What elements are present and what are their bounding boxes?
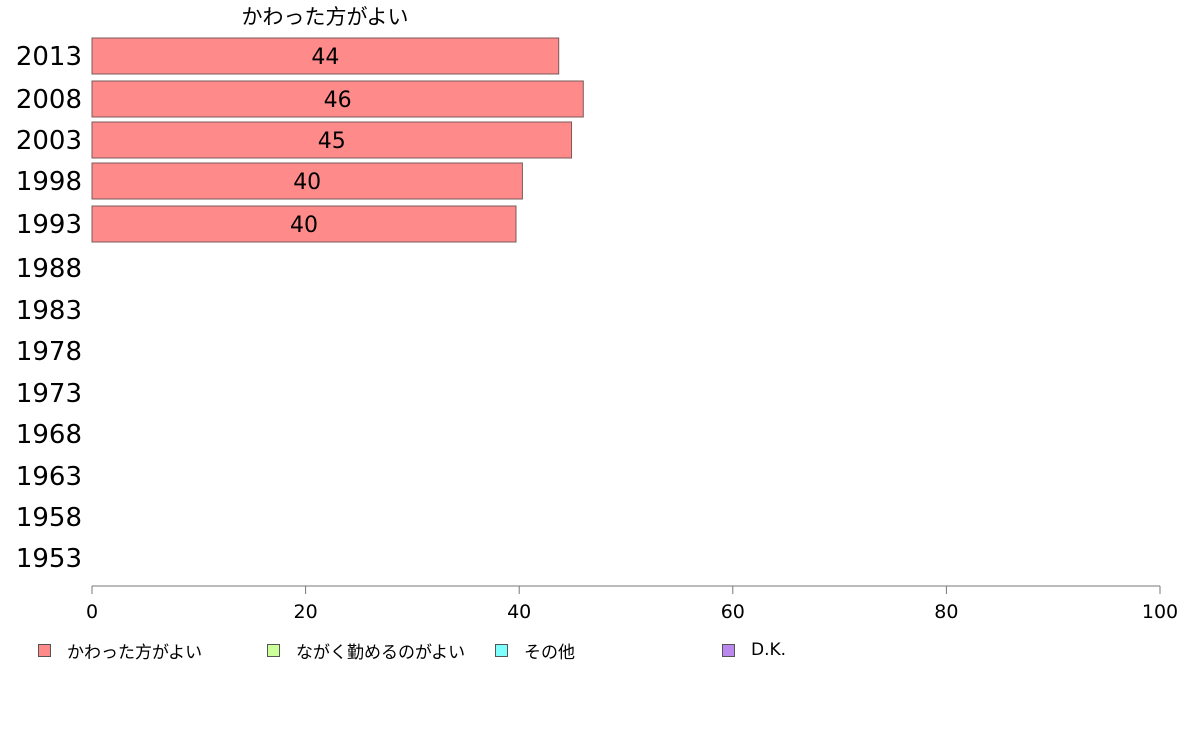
category-label: 1988: [16, 254, 82, 284]
legend-item-nagaku: ながく勤めるのがよい: [267, 638, 466, 663]
category-label: 1983: [16, 296, 82, 326]
bar-value-label: 40: [290, 213, 318, 238]
bar-value-label: 46: [324, 88, 352, 113]
category-label: 2003: [16, 126, 82, 156]
x-tick-label: 0: [86, 601, 98, 623]
bar: [91, 37, 560, 75]
category-label: 1958: [16, 503, 82, 533]
bar: [91, 205, 517, 243]
legend-swatch-nagaku: [267, 643, 280, 657]
legend-label-nagaku: ながく勤めるのがよい: [296, 642, 466, 663]
category-labels: 2013 2008 2003 1998 1993 1988 1983 1978 1973 1968…: [16, 42, 82, 574]
x-axis: 0 20 40 60 80 100: [86, 585, 1178, 623]
bar: [91, 162, 523, 200]
legend-swatch-sonota: [495, 643, 508, 657]
category-label: 1968: [16, 420, 82, 450]
x-tick-label: 60: [721, 601, 745, 623]
bar-chart: かわった方がよい 2013 2008 2003 1998 1993 1988 1983 197…: [16, 5, 1178, 623]
bar-value-label: 40: [293, 170, 321, 195]
bar: [91, 80, 584, 118]
legend-label-dk: D.K.: [751, 640, 787, 660]
legend-swatch-kawatta: [38, 643, 51, 657]
bar: [91, 121, 573, 159]
legend-swatch-dk: [722, 643, 735, 657]
bar-value-label: 45: [318, 129, 346, 154]
legend: かわった方がよい ながく勤めるのがよい その他 D.K.: [38, 638, 1138, 664]
x-tick-label: 80: [934, 601, 958, 623]
legend-label-sonota: その他: [524, 642, 575, 663]
category-label: 1953: [16, 544, 82, 574]
category-label: 1993: [16, 210, 82, 240]
x-tick-label: 40: [507, 601, 531, 623]
category-label: 2013: [16, 42, 82, 72]
bars: 44 46 45 40 40: [91, 37, 584, 243]
x-tick-label: 100: [1142, 601, 1178, 623]
x-tick-label: 20: [294, 601, 318, 623]
category-label: 1978: [16, 337, 82, 367]
category-label: 1963: [16, 462, 82, 492]
category-label: 2008: [16, 85, 82, 115]
category-label: 1998: [16, 167, 82, 197]
legend-item-sonota: その他: [495, 638, 575, 663]
category-label: 1973: [16, 379, 82, 409]
legend-item-kawatta: かわった方がよい: [38, 638, 203, 663]
legend-item-dk: D.K.: [722, 638, 786, 662]
chart-title: かわった方がよい: [242, 5, 409, 29]
legend-label-kawatta: かわった方がよい: [67, 642, 203, 663]
bar-value-label: 44: [311, 45, 339, 70]
